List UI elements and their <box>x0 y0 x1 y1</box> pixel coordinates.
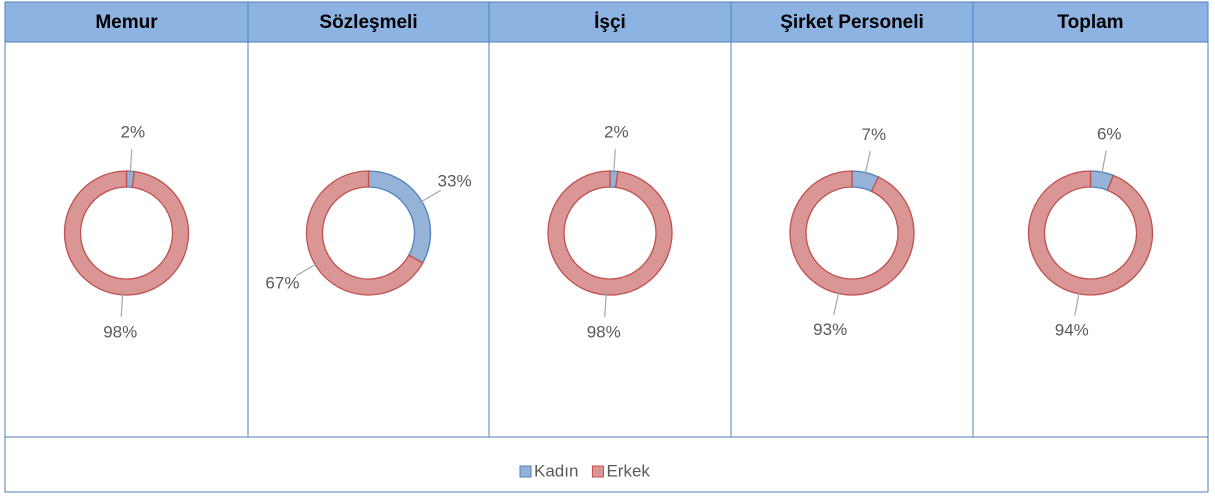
leader-line <box>1100 150 1107 177</box>
leader-line <box>833 289 840 316</box>
data-label: 94% <box>1055 321 1089 340</box>
header-row <box>5 2 1208 42</box>
leader-line <box>1074 289 1081 316</box>
data-label: 7% <box>862 125 887 144</box>
legend-swatch <box>519 465 532 478</box>
data-label: 98% <box>587 322 621 341</box>
column-header: İşçi <box>594 12 626 33</box>
column-header: Memur <box>95 12 158 33</box>
leader-line <box>604 290 607 317</box>
data-label: 33% <box>438 172 472 191</box>
data-label: 6% <box>1097 124 1122 143</box>
donut-slice <box>367 170 432 264</box>
leader-line <box>295 262 319 277</box>
data-label: 2% <box>120 123 145 142</box>
table-border <box>4 1 1209 493</box>
donut-slice <box>305 170 424 296</box>
leader-line <box>418 189 442 204</box>
legend-swatch <box>591 465 604 478</box>
data-label: 2% <box>604 123 629 142</box>
data-label: 93% <box>813 320 847 339</box>
donut-slice <box>547 170 673 296</box>
data-label: 67% <box>265 273 299 292</box>
leader-line <box>613 149 616 176</box>
donut-slice <box>789 170 915 296</box>
donut-slice <box>63 170 190 296</box>
legend-label: Kadın <box>534 461 578 480</box>
leader-line <box>129 149 133 176</box>
column-header: Şirket Personeli <box>780 12 924 33</box>
donut-slice <box>1027 170 1154 296</box>
legend-label: Erkek <box>606 461 650 480</box>
leader-line <box>864 150 871 177</box>
column-header: Sözleşmeli <box>319 12 417 33</box>
column-header: Toplam <box>1057 12 1123 33</box>
data-label: 98% <box>103 322 137 341</box>
leader-line <box>120 290 124 317</box>
